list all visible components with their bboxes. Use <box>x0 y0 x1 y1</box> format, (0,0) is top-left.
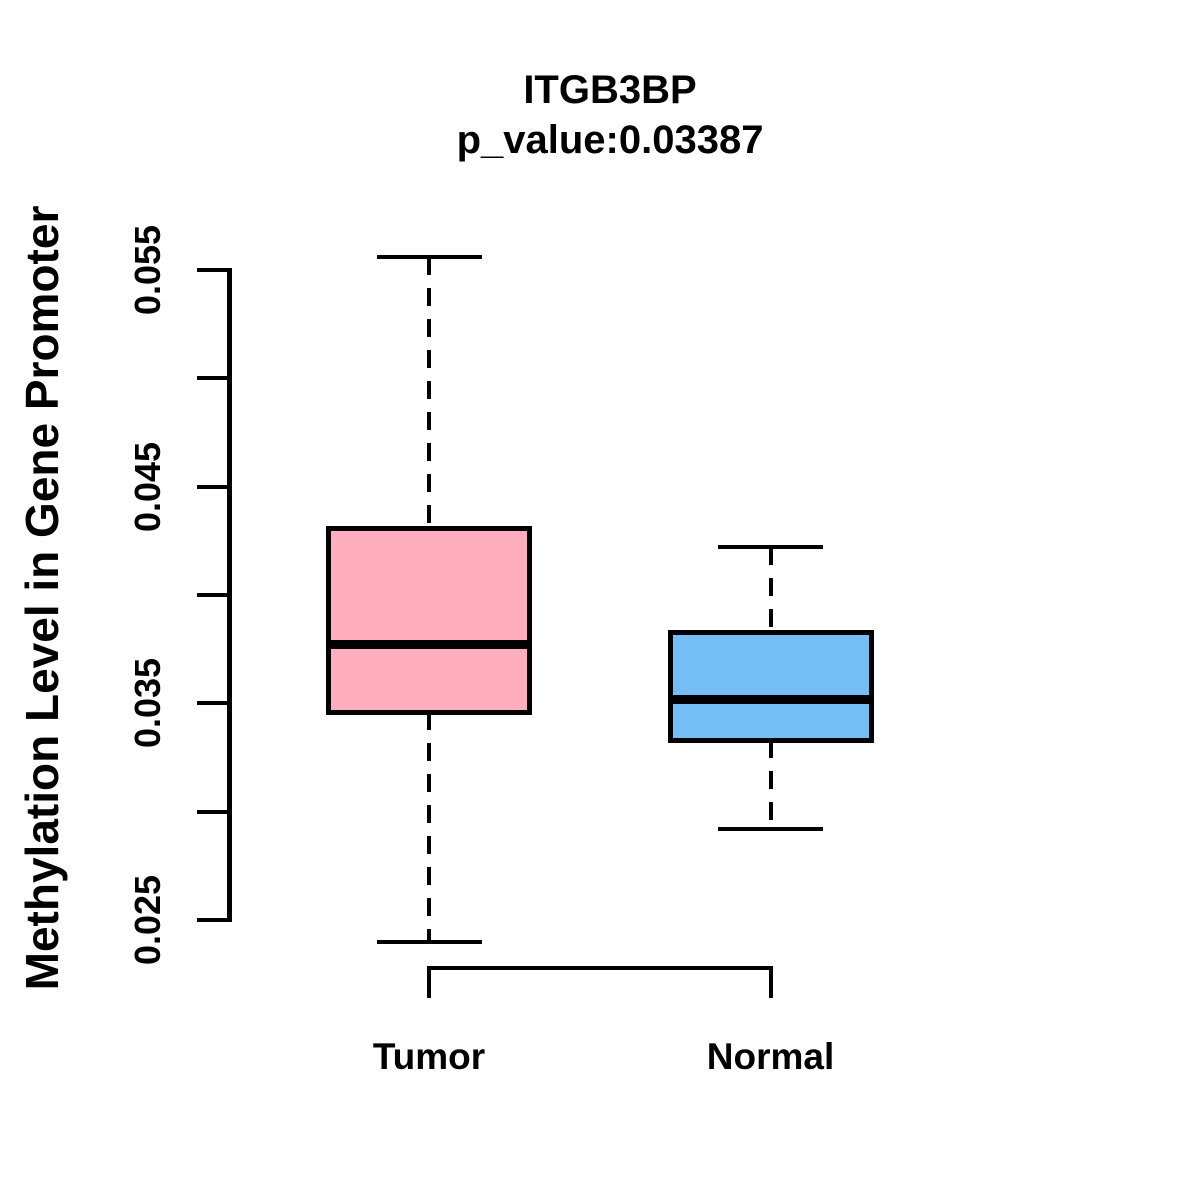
y-axis-tick <box>197 701 227 706</box>
y-tick-label: 0.055 <box>127 224 168 316</box>
y-axis-tick <box>197 918 227 922</box>
median-line <box>326 640 532 650</box>
x-axis-tick-left <box>427 966 431 998</box>
box-normal <box>667 629 874 744</box>
lower-whisker-cap <box>376 939 482 944</box>
x-tick-label-normal: Normal <box>706 1036 835 1077</box>
median-line <box>667 694 874 704</box>
x-axis-tick-right <box>768 966 773 998</box>
y-tick-label: 0.025 <box>127 874 168 966</box>
y-axis-line <box>227 268 232 922</box>
y-axis-title: Methylation Level in Gene Promoter <box>16 205 68 991</box>
y-axis-tick <box>197 376 227 381</box>
upper-whisker-cap <box>376 255 482 259</box>
y-tick-label: 0.035 <box>127 658 168 749</box>
lower-whisker-cap <box>718 827 823 831</box>
box-tumor <box>326 525 532 715</box>
y-axis-tick <box>197 809 227 814</box>
y-axis-tick <box>197 484 227 489</box>
y-axis-tick <box>197 593 227 597</box>
lower-whisker-line <box>768 740 773 829</box>
upper-whisker-line <box>768 547 773 632</box>
lower-whisker-line <box>427 712 431 942</box>
x-axis-line <box>427 966 773 970</box>
y-tick-label: 0.045 <box>127 441 168 532</box>
x-tick-label-tumor: Tumor <box>372 1036 486 1077</box>
chart-title: ITGB3BP <box>523 68 697 112</box>
y-axis-tick <box>197 268 227 272</box>
upper-whisker-cap <box>718 545 823 550</box>
upper-whisker-line <box>427 257 431 528</box>
chart-subtitle: p_value:0.03387 <box>456 118 764 162</box>
